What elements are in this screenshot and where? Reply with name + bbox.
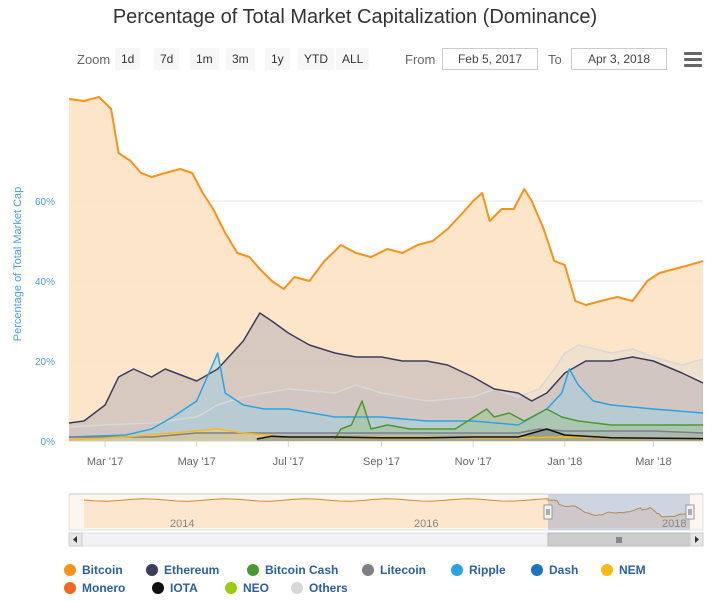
navigator-left-handle[interactable] <box>543 504 553 520</box>
to-label: To <box>548 52 562 67</box>
hamburger-menu-icon[interactable] <box>684 52 702 68</box>
zoom-1d-button[interactable]: 1d <box>115 48 141 70</box>
x-tick-label: Mar '18 <box>635 456 671 468</box>
series-areas <box>69 97 703 441</box>
series-lines <box>68 96 704 441</box>
y-axis: 0% 20% 40% 60% <box>35 197 55 448</box>
navigator-label-2014: 2014 <box>170 518 194 530</box>
line-others[interactable] <box>68 344 704 428</box>
legend-item-ripple[interactable]: Ripple <box>451 563 506 577</box>
legend-item-ethereum[interactable]: Ethereum <box>146 563 219 577</box>
line-bitcoin-cash[interactable] <box>334 400 703 440</box>
chart-title: Percentage of Total Market Capitalizatio… <box>112 6 598 28</box>
zoom-1y-button[interactable]: 1y <box>265 48 290 70</box>
iota-dot-icon <box>152 582 164 594</box>
navigator-selection[interactable] <box>548 494 690 530</box>
y-axis-label: Percentage of Total Market Cap <box>12 187 24 342</box>
legend-item-bitcoin-cash[interactable]: Bitcoin Cash <box>247 563 338 577</box>
y-tick-label: 20% <box>35 357 55 368</box>
line-ethereum[interactable] <box>68 312 704 424</box>
scroll-left-arrow-icon <box>73 536 77 543</box>
from-label: From <box>405 52 436 67</box>
monero-dot-icon <box>64 582 76 594</box>
navigator-label-2016: 2016 <box>414 518 438 530</box>
legend-item-neo[interactable]: NEO <box>225 581 269 595</box>
zoom-ytd-button[interactable]: YTD <box>298 48 334 70</box>
line-bitcoin[interactable] <box>68 96 704 306</box>
ripple-dot-icon <box>451 564 463 576</box>
dash-dot-icon <box>531 564 543 576</box>
legend-item-bitcoin[interactable]: Bitcoin <box>64 563 123 577</box>
navigator-label-2018: 2018 <box>662 518 686 530</box>
line-ripple[interactable] <box>68 352 704 438</box>
x-tick-label: Nov '17 <box>455 456 492 468</box>
navigator[interactable]: 2014 2016 2018 <box>68 493 704 531</box>
ethereum-dot-icon <box>146 564 158 576</box>
litecoin-dot-icon <box>362 564 374 576</box>
x-tick-label: Jan '18 <box>547 456 582 468</box>
x-axis: Mar '17 May '17 Jul '17 Sep '17 Nov '17 Jan '… <box>87 441 672 468</box>
zoom-1m-button[interactable]: 1m <box>190 48 219 70</box>
y-tick-label: 0% <box>41 437 56 448</box>
area-bitcoin <box>69 97 703 441</box>
legend-item-litecoin[interactable]: Litecoin <box>362 563 426 577</box>
x-tick-label: Jul '17 <box>273 456 304 468</box>
legend-item-dash[interactable]: Dash <box>531 563 578 577</box>
bitcoin-cash-dot-icon <box>247 564 259 576</box>
y-tick-label: 40% <box>35 277 55 288</box>
nem-dot-icon <box>601 564 613 576</box>
scroll-right-arrow-icon <box>695 536 699 543</box>
line-litecoin[interactable] <box>69 428 704 438</box>
line-iota[interactable] <box>256 428 704 440</box>
bitcoin-dot-icon <box>64 564 76 576</box>
legend-item-nem[interactable]: NEM <box>601 563 646 577</box>
area-ethereum <box>69 313 703 441</box>
area-ripple <box>69 353 703 441</box>
x-tick-label: Mar '17 <box>87 456 123 468</box>
scrollbar[interactable] <box>68 532 704 547</box>
zoom-label: Zoom <box>77 52 111 67</box>
others-dot-icon <box>291 582 303 594</box>
neo-dot-icon <box>225 582 237 594</box>
x-tick-label: Sep '17 <box>363 456 400 468</box>
legend-item-iota[interactable]: IOTA <box>152 581 198 595</box>
x-tick-label: May '17 <box>178 456 216 468</box>
legend-item-monero[interactable]: Monero <box>64 581 125 595</box>
navigator-right-handle[interactable] <box>685 504 695 520</box>
zoom-7d-button[interactable]: 7d <box>154 48 180 70</box>
zoom-3m-button[interactable]: 3m <box>226 48 255 70</box>
from-date-input[interactable]: Feb 5, 2017 <box>442 48 538 70</box>
legend-item-others[interactable]: Others <box>291 581 348 595</box>
y-tick-label: 60% <box>35 197 55 208</box>
zoom-all-button[interactable]: ALL <box>336 48 370 70</box>
to-date-input[interactable]: Apr 3, 2018 <box>571 48 667 70</box>
